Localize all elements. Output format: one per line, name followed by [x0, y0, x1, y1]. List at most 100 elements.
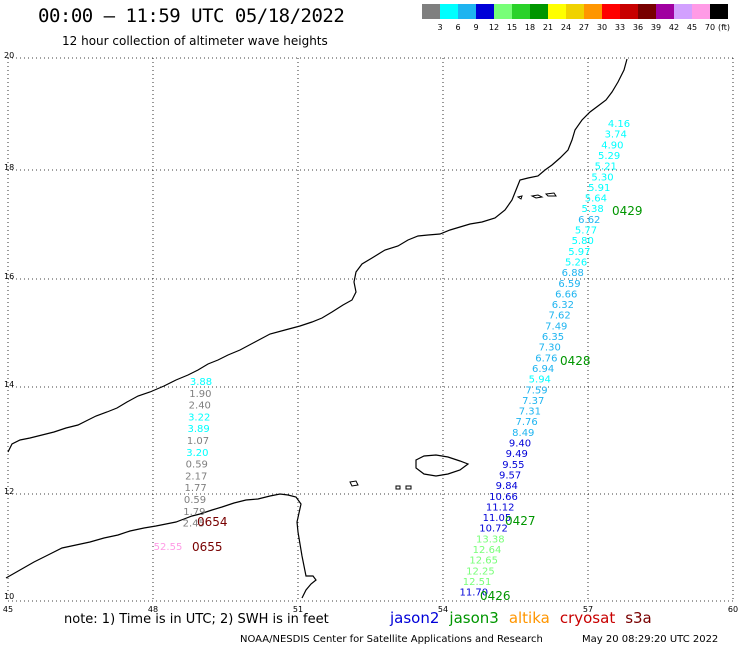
scale-swatch [674, 4, 692, 19]
scale-label: 12 [488, 23, 500, 32]
coastline-arabia [7, 58, 628, 453]
pass-time-label: 0429 [612, 204, 643, 218]
scale-label: 21 [542, 23, 554, 32]
scale-swatch [656, 4, 674, 19]
satellite-legend-item: s3a [625, 609, 652, 627]
graticule [7, 57, 734, 602]
swh-value: 7.37 [522, 396, 544, 407]
scale-swatch [548, 4, 566, 19]
scale-swatch [530, 4, 548, 19]
lon-label: 57 [583, 605, 593, 614]
socotra-island [415, 454, 470, 477]
swh-value: 0.59 [186, 460, 208, 471]
swh-value: 9.40 [509, 439, 531, 450]
swh-value: 6.76 [535, 353, 557, 364]
generated-timestamp: May 20 08:29:20 UTC 2022 [582, 634, 719, 645]
scale-swatch [476, 4, 494, 19]
swh-value: 9.57 [499, 470, 521, 481]
coastline-somalia [5, 493, 317, 599]
scale-swatch [458, 4, 476, 19]
swh-value: 3.74 [605, 130, 627, 141]
swh-value: 6.66 [555, 289, 577, 300]
islet-1 [349, 480, 359, 487]
lat-label: 12 [4, 487, 14, 496]
lon-label: 51 [293, 605, 303, 614]
swh-value: 6.62 [578, 215, 600, 226]
scale-swatch [692, 4, 710, 19]
swh-value: 3.88 [190, 377, 212, 388]
swh-value: 9.84 [496, 481, 518, 492]
scale-swatch [602, 4, 620, 19]
swh-value: 3.20 [186, 448, 208, 459]
swh-value: 11.05 [483, 513, 512, 524]
scale-label: 45 [686, 23, 698, 32]
swh-value: 52.55 [154, 542, 183, 553]
scale-label: 36 [632, 23, 644, 32]
swh-value: 6.59 [558, 279, 580, 290]
scale-label: 24 [560, 23, 572, 32]
islet-4 [516, 195, 523, 200]
scale-unit: (ft) [717, 23, 731, 32]
scale-swatch [512, 4, 530, 19]
scale-label: 33 [614, 23, 626, 32]
scale-label: 42 [668, 23, 680, 32]
swh-value: 8.49 [512, 428, 534, 439]
scale-swatch [494, 4, 512, 19]
swh-value: 7.30 [539, 343, 561, 354]
coastline [5, 58, 628, 599]
swh-value: 2.45 [183, 519, 205, 530]
swh-value: 3.89 [187, 424, 209, 435]
scale-label: 9 [473, 23, 479, 32]
lat-label: 20 [4, 51, 14, 60]
scale-swatch [422, 4, 440, 19]
islet-5 [530, 194, 544, 199]
satellite-legend-item: jason2 [390, 609, 440, 627]
lat-label: 16 [4, 272, 14, 281]
swh-value: 3.22 [188, 412, 210, 423]
chart-title: 00:00 – 11:59 UTC 05/18/2022 [38, 5, 345, 27]
scale-label: 15 [506, 23, 518, 32]
swh-value: 7.49 [545, 321, 567, 332]
swh-value: 11.70 [459, 588, 488, 599]
scale-label: 39 [650, 23, 662, 32]
swh-value: 5.97 [568, 247, 590, 258]
swh-value: 6.35 [542, 332, 564, 343]
lon-label: 60 [728, 605, 738, 614]
swh-value: 7.76 [515, 417, 537, 428]
satellite-legend: jason2 jason3 altika cryosat s3a [390, 609, 662, 627]
pass-time-label: 0426 [480, 589, 511, 603]
satellite-legend-item: jason3 [449, 609, 499, 627]
swh-value: 4.16 [608, 119, 630, 130]
swh-value: 6.94 [532, 364, 554, 375]
swh-value: 1.07 [187, 436, 209, 447]
swh-value: 9.55 [502, 460, 524, 471]
scale-label: 27 [578, 23, 590, 32]
scale-label: 6 [455, 23, 461, 32]
swh-value: 7.31 [519, 407, 541, 418]
swh-value: 5.38 [581, 204, 603, 215]
swh-value: 1.90 [189, 389, 211, 400]
swh-value: 5.26 [565, 257, 587, 268]
scale-label: 18 [524, 23, 536, 32]
satellite-legend-item: cryosat [559, 609, 616, 627]
swh-value: 4.90 [601, 140, 623, 151]
scale-swatch [584, 4, 602, 19]
swh-value: 0.59 [184, 495, 206, 506]
wave-height-tracks: 3.881.902.403.223.891.073.200.592.171.77… [154, 119, 643, 603]
swh-value: 2.17 [185, 471, 207, 482]
swh-value: 5.29 [598, 151, 620, 162]
scale-swatch [638, 4, 656, 19]
swh-value: 6.32 [552, 300, 574, 311]
swh-value: 6.88 [562, 268, 584, 279]
lon-label: 45 [3, 605, 13, 614]
swh-value: 1.77 [184, 483, 206, 494]
swh-value: 5.21 [595, 162, 617, 173]
swh-value: 13.38 [476, 534, 505, 545]
chart-subtitle: 12 hour collection of altimeter wave hei… [62, 34, 328, 48]
swh-value: 7.59 [525, 385, 547, 396]
scale-label: 30 [596, 23, 608, 32]
pass-time-label: 0655 [192, 540, 223, 554]
scale-swatch [620, 4, 638, 19]
swh-value: 12.25 [466, 566, 495, 577]
